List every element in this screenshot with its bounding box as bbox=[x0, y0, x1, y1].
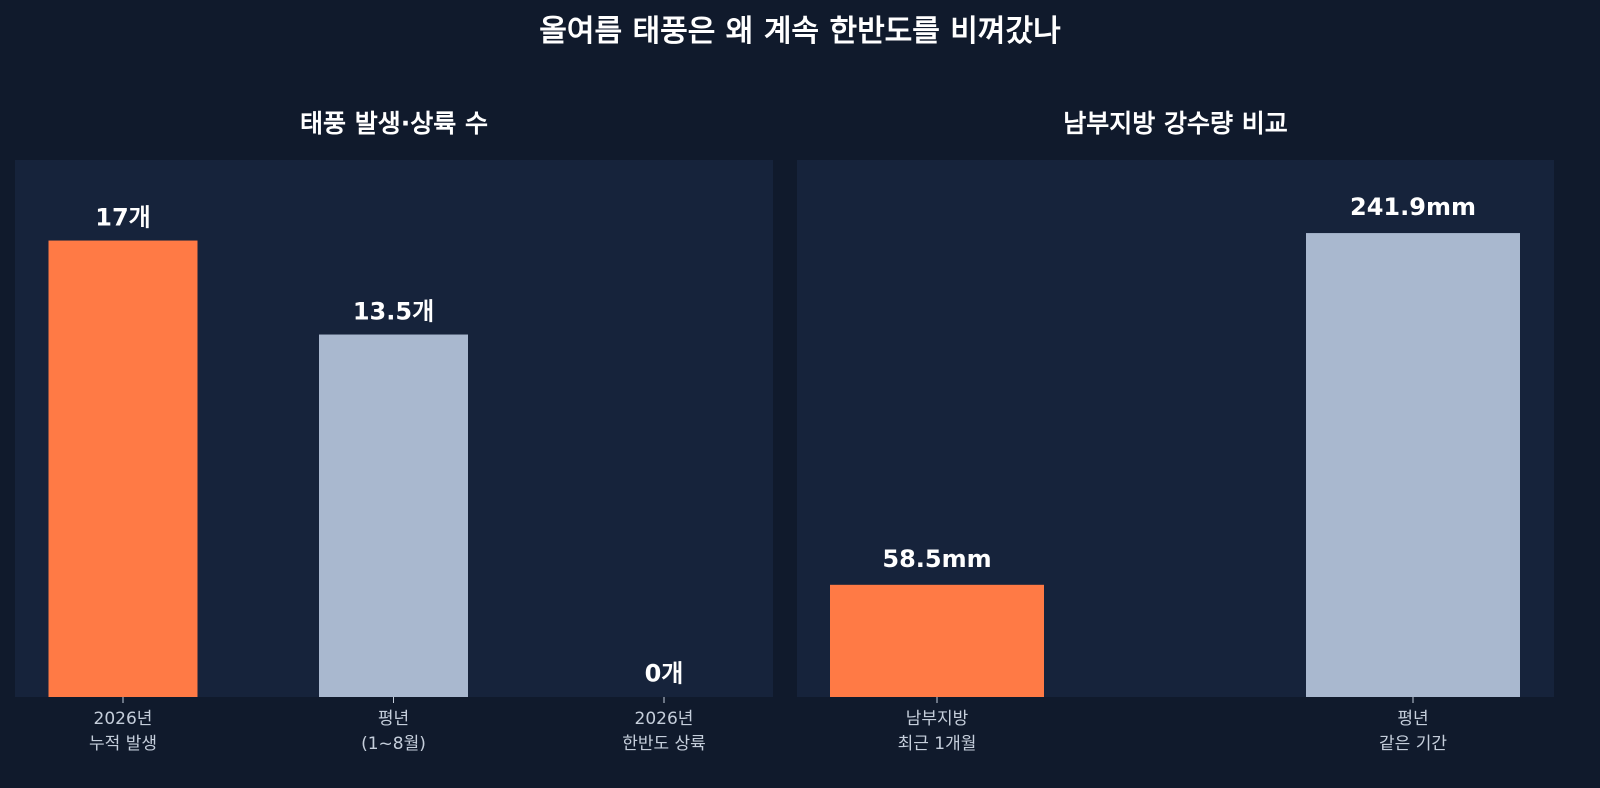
bar bbox=[1306, 233, 1520, 697]
value-label: 17개 bbox=[95, 203, 151, 232]
x-tick-label: 평년 (1~8월) bbox=[361, 709, 426, 754]
bar bbox=[830, 584, 1044, 697]
x-tick-label: 남부지방 최근 1개월 bbox=[897, 709, 977, 754]
chart-title: 태풍 발생·상륙 수 bbox=[300, 109, 488, 138]
value-label: 58.5mm bbox=[882, 544, 992, 573]
value-label: 241.9mm bbox=[1350, 193, 1476, 222]
value-label: 13.5개 bbox=[352, 297, 435, 326]
main-title: 올여름 태풍은 왜 계속 한반도를 비껴갔나 bbox=[539, 14, 1061, 49]
x-tick-label: 평년 같은 기간 bbox=[1379, 709, 1447, 754]
value-label: 0개 bbox=[644, 659, 684, 688]
bar bbox=[319, 334, 468, 697]
x-tick-label: 2026년 누적 발생 bbox=[89, 709, 157, 754]
x-tick-label: 2026년 한반도 상륙 bbox=[622, 709, 706, 754]
chart-title: 남부지방 강수량 비교 bbox=[1063, 109, 1288, 138]
bar bbox=[48, 240, 198, 698]
